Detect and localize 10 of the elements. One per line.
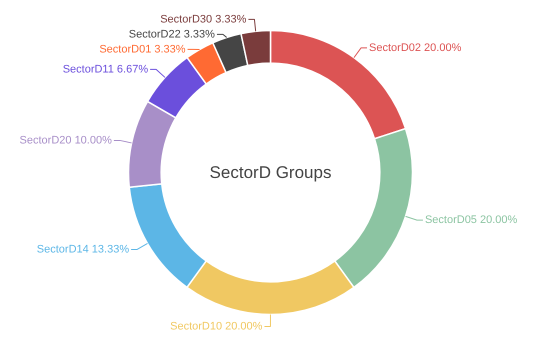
text: SectorD Groups bbox=[210, 163, 332, 182]
slice-label: SectorD10 20.00% bbox=[170, 320, 263, 332]
slice-label: SectorD14 13.33% bbox=[36, 243, 130, 256]
slice-label: SectorD20 10.00% bbox=[20, 134, 112, 146]
slice-label: SectorD30 3.33% bbox=[160, 13, 247, 26]
slice-label: SectorD01 3.33% bbox=[99, 43, 186, 56]
slice-label: SectorD11 6.67% bbox=[62, 63, 148, 76]
slice-label: SectorD02 20.00% bbox=[369, 42, 462, 54]
slice-label: SectorD22 3.33% bbox=[128, 28, 216, 40]
slice-label: SectorD05 20.00% bbox=[424, 214, 518, 226]
